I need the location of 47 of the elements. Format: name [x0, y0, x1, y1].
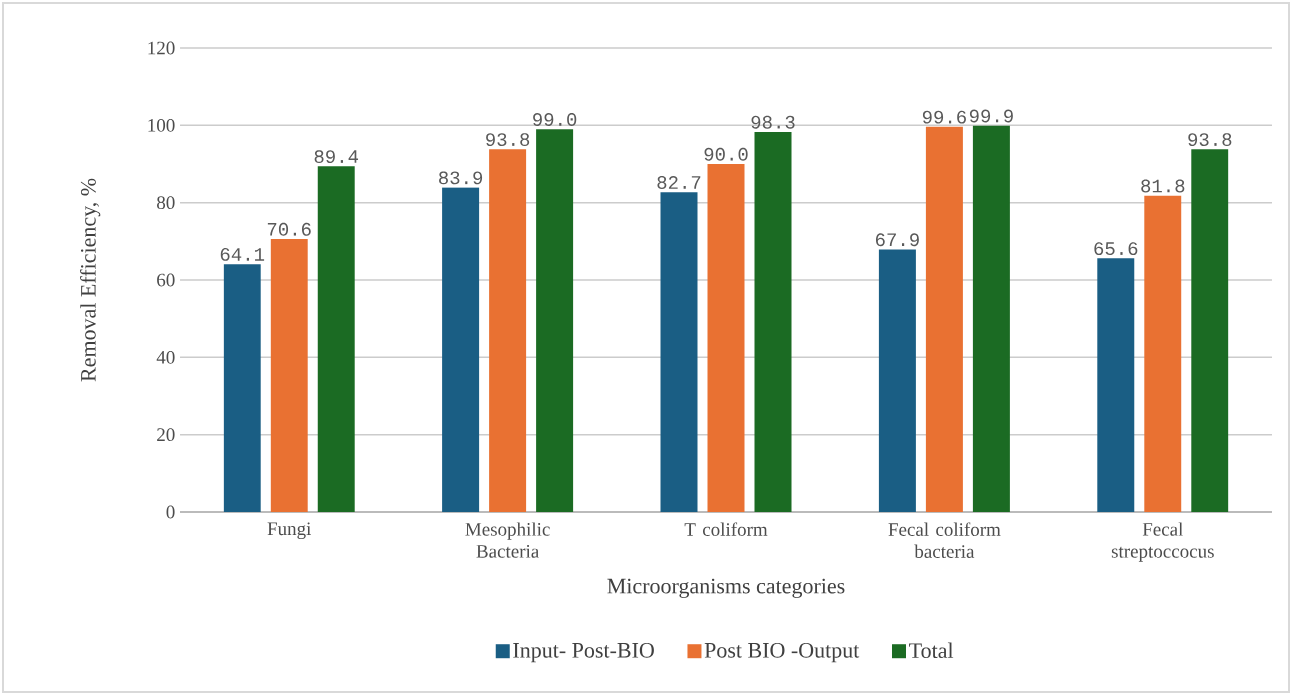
legend-label: Input- Post-BIO	[513, 642, 654, 663]
bar	[1097, 258, 1135, 512]
bar	[442, 187, 480, 512]
legend-label: Post BIO -Output	[704, 642, 860, 663]
data-label: 67.9	[876, 233, 919, 247]
bar	[270, 239, 308, 512]
data-label: 70.6	[267, 222, 311, 236]
data-label: 98.3	[751, 115, 795, 129]
bar	[925, 126, 963, 512]
x-tick-label: T coliform	[684, 522, 768, 536]
bar	[317, 166, 355, 512]
data-label: 99.0	[533, 113, 577, 126]
bar	[1144, 195, 1182, 512]
y-tick-label: 60	[157, 273, 175, 287]
bar	[878, 249, 916, 512]
x-tick-label: Fecal coliform bacteria	[888, 522, 1001, 558]
bar	[754, 131, 792, 512]
data-label: 90.0	[704, 147, 748, 161]
y-axis-title: Removal Efficiency, %	[80, 178, 101, 382]
y-tick-label: 20	[157, 428, 175, 442]
data-label: 89.4	[314, 150, 359, 164]
x-tick-label: Mesophilic Bacteria	[465, 522, 550, 558]
y-tick-label: 0	[166, 505, 175, 519]
y-tick-label: 40	[156, 350, 175, 364]
y-tick-label: 120	[148, 41, 175, 55]
x-tick-label: Fungi	[267, 522, 312, 540]
y-tick-label: 80	[157, 196, 175, 210]
data-label: 81.8	[1141, 179, 1185, 193]
bar	[1191, 149, 1229, 512]
data-label: 64.1	[220, 247, 265, 261]
data-label: 93.8	[1188, 133, 1232, 147]
bar	[223, 264, 261, 512]
x-axis-title: Microorganisms categories	[607, 578, 845, 599]
data-label: 99.9	[969, 109, 1013, 123]
bar	[972, 125, 1010, 512]
bar	[536, 129, 574, 512]
y-tick-label: 100	[148, 118, 175, 132]
data-label: 93.8	[486, 133, 530, 147]
data-label: 65.6	[1094, 242, 1138, 256]
data-label: 83.9	[439, 171, 483, 185]
bar	[660, 192, 698, 512]
data-label: 99.6	[922, 110, 966, 124]
bar	[707, 163, 745, 512]
data-label: 82.7	[657, 176, 701, 189]
legend-label: Total	[909, 642, 954, 659]
x-tick-label: Fecal streptoccocus	[1111, 522, 1214, 562]
bar	[489, 149, 527, 512]
